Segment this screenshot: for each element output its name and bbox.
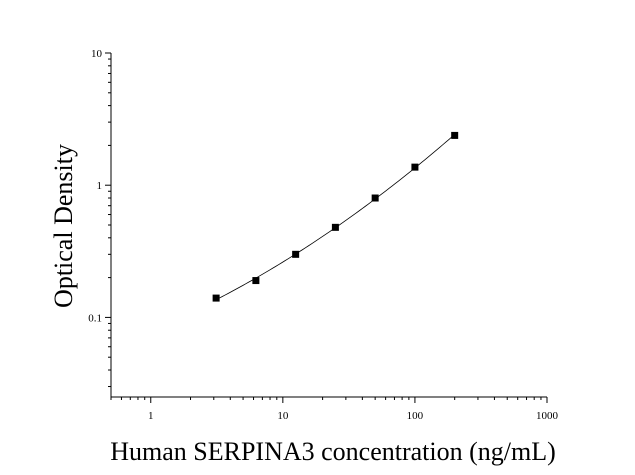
x-tick-label: 10 [277,410,289,422]
data-point [371,194,379,202]
x-tick-label: 1000 [536,410,559,422]
data-points [212,131,459,302]
y-tick-label: 1 [97,180,103,192]
data-point [212,294,220,302]
data-point [292,250,300,258]
y-axis-title: Optical Density [49,144,78,308]
data-point [252,277,260,285]
x-tick-label: 100 [407,410,424,422]
axes: 1 10 100 1000 0.1 1 10 [88,48,558,422]
data-point [331,223,339,231]
x-tick-label: 1 [148,410,154,422]
y-tick-label: 0.1 [88,312,102,324]
y-tick-label: 10 [91,48,103,60]
data-point [411,163,419,171]
fit-curve [215,134,455,301]
fit-curve-layer [215,134,455,301]
data-point [451,131,459,139]
x-axis-title: Human SERPINA3 concentration (ng/mL) [110,437,556,466]
